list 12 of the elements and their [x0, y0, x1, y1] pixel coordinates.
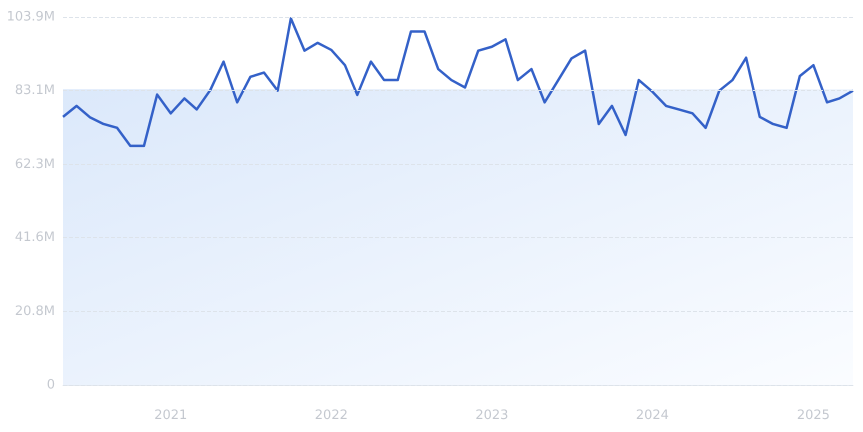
- x-tick-label: 2023: [475, 408, 508, 423]
- x-tick-label: 2022: [314, 408, 348, 423]
- y-tick-label: 103.9M: [6, 10, 55, 24]
- x-tick-label: 2024: [636, 408, 669, 423]
- line-series: [62, 17, 854, 148]
- x-tick-label: 2025: [796, 408, 830, 423]
- y-tick-label: 20.8M: [14, 304, 55, 319]
- x-tick-label: 2021: [154, 408, 188, 423]
- y-tick-label: 83.1M: [14, 83, 55, 98]
- y-tick-label: 62.3M: [14, 156, 55, 172]
- y-tick-label: 41.6M: [14, 230, 55, 246]
- y-tick-label: 0: [46, 378, 55, 392]
